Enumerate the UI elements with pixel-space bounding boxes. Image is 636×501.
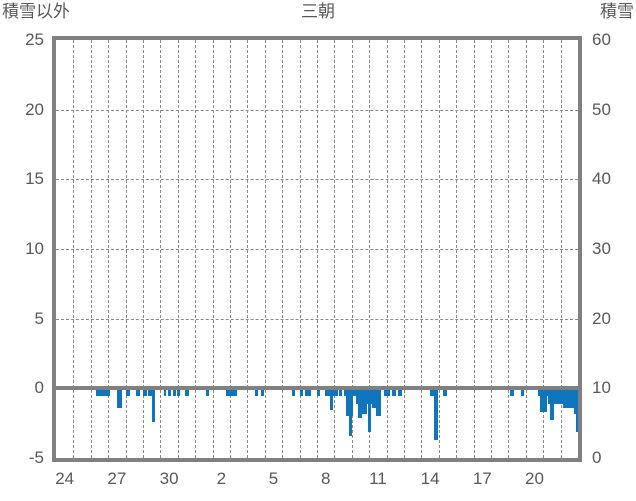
bar <box>117 388 122 409</box>
bar <box>177 388 180 397</box>
zero-line <box>56 386 578 391</box>
plot-area <box>52 36 582 462</box>
bar <box>349 388 352 437</box>
bar <box>173 388 176 397</box>
axis-tick-label: 15 <box>25 169 44 189</box>
bar <box>226 388 237 397</box>
bar <box>339 388 342 397</box>
bar <box>510 388 514 397</box>
plot-inner <box>56 40 578 458</box>
bar <box>185 388 189 397</box>
bar <box>376 388 381 417</box>
x-axis-tick-label: 11 <box>369 469 387 488</box>
axis-tick-label: 20 <box>592 308 611 328</box>
axis-tick-label: 5 <box>34 308 44 328</box>
bar <box>136 388 140 397</box>
x-axis-tick-label: 2 <box>216 469 227 488</box>
horizontal-gridline <box>56 109 578 111</box>
bar <box>521 388 524 397</box>
bar <box>305 388 311 397</box>
bar <box>261 388 264 397</box>
axis-tick-label: 50 <box>592 99 611 119</box>
bar <box>330 388 333 411</box>
axis-tick-label: 30 <box>592 239 611 258</box>
axis-tick-label: 0 <box>34 378 44 398</box>
horizontal-gridline <box>56 318 578 320</box>
bar <box>540 388 547 413</box>
bar <box>148 388 153 397</box>
bar <box>434 388 438 441</box>
chart-title: 三朝 <box>301 2 335 21</box>
axis-tick-label: 10 <box>25 239 44 258</box>
axis-tick-label: 0 <box>592 448 602 467</box>
bar <box>398 388 402 397</box>
axis-tick-label: 10 <box>592 378 611 398</box>
bar <box>143 388 147 397</box>
bar <box>362 388 367 415</box>
bar <box>392 388 396 397</box>
x-axis-tick-label: 27 <box>107 469 127 488</box>
horizontal-gridline <box>56 179 578 181</box>
x-axis-tick-label: 20 <box>525 469 544 488</box>
bar <box>255 388 258 397</box>
horizontal-gridline <box>56 249 578 250</box>
bar <box>168 388 171 397</box>
x-axis-tick-label: 14 <box>420 469 440 488</box>
bar <box>576 388 578 433</box>
axis-tick-label: 20 <box>25 99 44 119</box>
right-axis-title: 積雪 <box>600 2 634 21</box>
bar <box>550 388 554 421</box>
left-axis-title: 積雪以外 <box>2 2 70 21</box>
x-axis-tick-label: 8 <box>320 469 331 488</box>
bar <box>368 388 371 433</box>
bar <box>164 388 166 397</box>
bar <box>126 388 130 397</box>
axis-tick-label: 25 <box>25 30 44 49</box>
bar <box>96 388 110 397</box>
bar <box>152 388 155 423</box>
x-axis-tick-label: 5 <box>268 469 279 488</box>
bar <box>556 388 561 401</box>
axis-tick-label: 40 <box>592 169 611 189</box>
x-axis-tick-label: 30 <box>159 469 179 488</box>
axis-tick-label: -5 <box>28 448 44 467</box>
bar <box>300 388 303 397</box>
bar <box>430 388 434 397</box>
bar <box>384 388 390 397</box>
x-axis-tick-label: 24 <box>55 469 75 488</box>
bar <box>292 388 295 397</box>
bar <box>358 388 362 419</box>
bar <box>566 388 571 397</box>
bar <box>317 388 320 397</box>
x-axis-tick-label: 17 <box>472 469 492 488</box>
bar <box>206 388 209 397</box>
axis-tick-label: 60 <box>592 30 611 49</box>
bar <box>443 388 447 397</box>
